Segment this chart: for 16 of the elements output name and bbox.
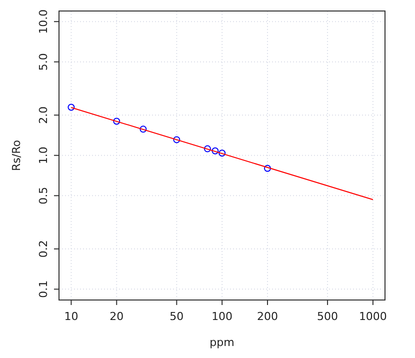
y-tick-label: 0.2 [37,240,50,258]
x-tick-label: 20 [110,310,124,323]
x-axis-title: ppm [210,336,234,349]
x-tick-label: 500 [317,310,338,323]
x-tick-label: 1000 [358,310,387,323]
y-tick-label: 1.0 [37,146,50,164]
y-tick-label: 0.1 [37,280,50,298]
y-tick-label: 5.0 [37,53,50,71]
x-tick-label: 100 [212,310,233,323]
x-tick-label: 50 [170,310,184,323]
y-tick-label: 2.0 [37,106,50,124]
y-axis-title: Rs/Ro [10,140,23,171]
x-tick-label: 200 [256,310,278,323]
y-tick-label: 10.0 [37,9,50,34]
x-tick-label: 10 [64,310,78,323]
y-tick-label: 0.5 [37,186,50,204]
